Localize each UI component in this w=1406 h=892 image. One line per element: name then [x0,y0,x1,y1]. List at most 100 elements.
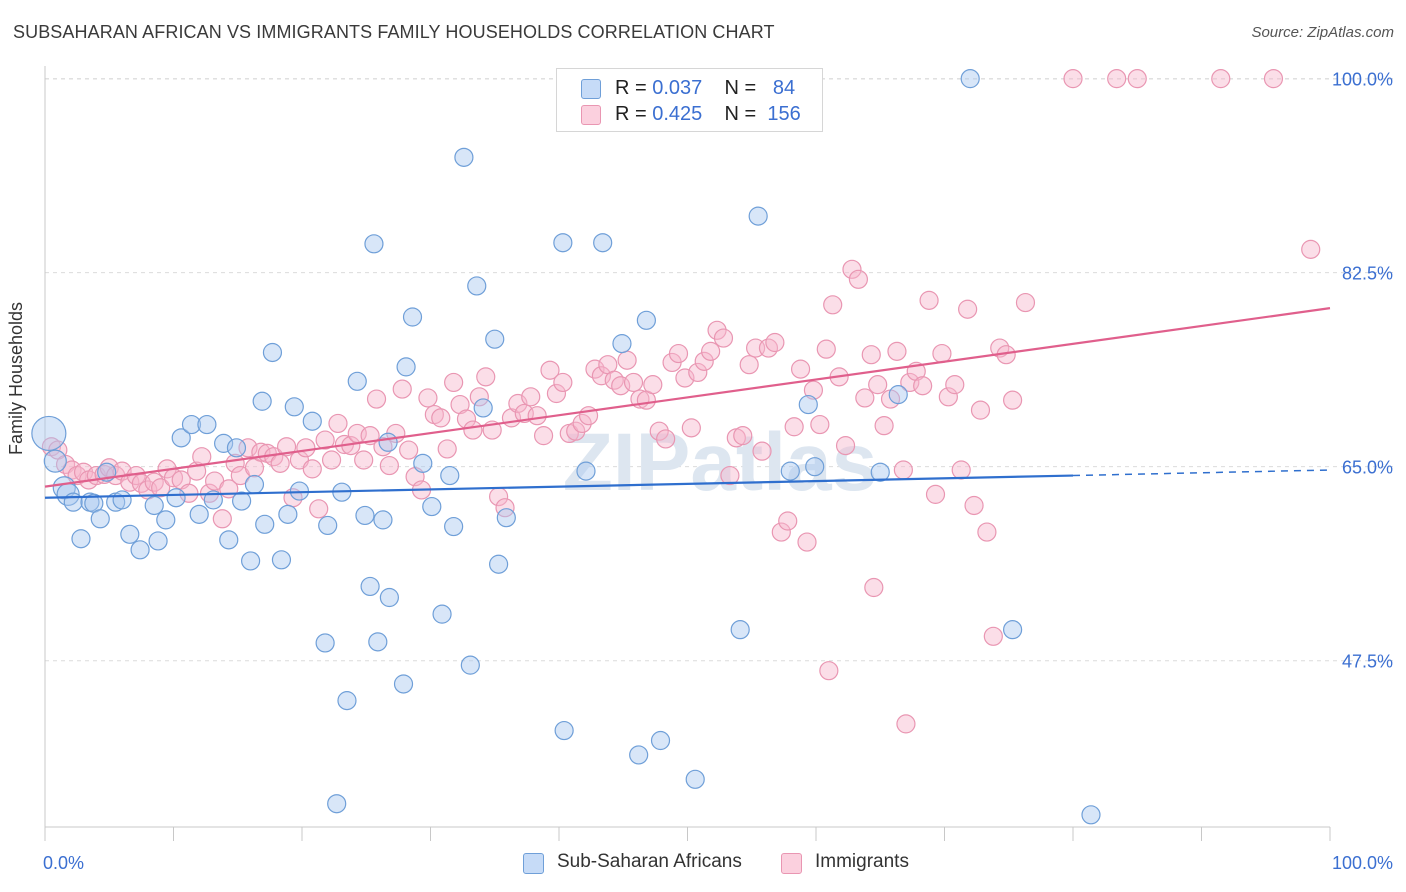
tick-labels: 47.5% 65.0% 82.5% 100.0% 0.0% 100.0% [43,70,1393,873]
y-axis-label: Family Households [6,301,26,455]
subsaharan-point [393,674,414,694]
immigrants-point [366,389,387,409]
immigrants-point [790,359,811,379]
subsaharan-point [166,488,186,508]
bottom-legend-label: Immigrants [815,851,909,872]
immigrants-point [896,714,916,734]
immigrants-point [540,360,560,380]
subsaharan-point [685,769,705,789]
immigrants-point [977,522,997,542]
subsaharan-point [780,461,800,481]
legend-swatch-blue [581,79,601,99]
trend-lines [44,307,1331,499]
subsaharan-point [402,307,423,327]
immigrants-point [270,453,290,473]
source-label: Source: ZipAtlas.com [1251,24,1394,41]
subsaharan-point [553,233,573,253]
immigrants-point [958,299,978,319]
subsaharan-points [31,69,1101,825]
bottom-legend-label: Sub-Saharan Africans [557,851,742,872]
subsaharan-point [730,620,750,640]
legend-n-label: N = [724,103,757,125]
axes [44,66,1331,841]
immigrants-point [179,483,199,503]
immigrants-point [797,532,817,552]
subsaharan-point [496,508,516,528]
subsaharan-point [226,438,247,458]
subsaharan-point [120,524,140,544]
immigrants-point [932,343,952,364]
immigrants-point [848,269,869,289]
y-tick-label: 65.0% [1342,458,1393,478]
immigrants-point [733,426,753,446]
subsaharan-point [444,516,464,537]
subsaharan-point [467,276,487,296]
subsaharan-point [593,233,613,253]
immigrants-point [803,380,824,400]
immigrants-point [476,367,496,387]
subsaharan-trend-extension [1072,469,1331,477]
subsaharan-point [805,457,825,477]
immigrants-point [315,430,335,450]
immigrants-point [688,362,708,383]
immigrants-point [810,414,830,435]
immigrants-point [238,438,258,458]
subsaharan-point [337,691,357,711]
subsaharan-point [364,234,384,254]
immigrants-point [752,441,772,461]
subsaharan-point [460,655,480,675]
subsaharan-point [1003,620,1023,640]
legend-r-value: 0.037 [652,77,703,99]
immigrants-point [212,509,232,529]
subsaharan-point [554,720,574,741]
immigrants-point [527,406,547,426]
immigrants-point [463,420,483,440]
legend-r-value: 0.425 [652,103,703,125]
immigrants-point [649,421,669,441]
immigrants-point [521,387,541,407]
immigrants-point [701,341,721,361]
immigrants-point [392,379,412,399]
subsaharan-point [440,465,460,486]
subsaharan-point [888,385,908,405]
watermark: ZIPatlas [563,417,877,508]
gridlines [45,78,1394,662]
subsaharan-point [241,551,261,571]
immigrants-point [913,376,933,396]
legend-n-value: 156 [767,103,801,125]
immigrants-point [546,383,567,404]
subsaharan-point [327,794,347,814]
immigrants-point [720,465,740,486]
immigrants-point [970,400,991,420]
immigrants-point [418,388,438,408]
immigrants-point [553,372,573,393]
subsaharan-point [43,449,67,473]
subsaharan-point [355,505,375,526]
y-tick-label: 82.5% [1342,264,1393,284]
subsaharan-point [315,633,335,653]
immigrants-point [823,295,843,315]
x-tick-label: 0.0% [43,853,84,873]
subsaharan-point [413,453,433,473]
y-tick-label: 100.0% [1332,70,1393,90]
subsaharan-point [148,531,168,551]
immigrants-point [437,439,457,459]
immigrants-point [668,343,689,364]
immigrants-point [431,408,451,428]
immigrants-point [321,450,342,470]
immigrants-point [887,341,907,361]
subsaharan-point [31,415,67,452]
immigrants-point [739,355,759,375]
immigrants-point [1063,69,1083,89]
subsaharan-point [432,604,452,624]
subsaharan-point [636,310,656,330]
immigrants-point [469,387,489,407]
bottom-legend-swatch-pink [781,853,802,874]
subsaharan-point [252,391,272,411]
immigrants-point [643,375,663,395]
subsaharan-point [576,461,596,481]
immigrants-point [771,522,791,542]
subsaharan-point [373,510,393,530]
x-tick-label: 100.0% [1332,853,1393,873]
immigrants-point [964,495,984,516]
